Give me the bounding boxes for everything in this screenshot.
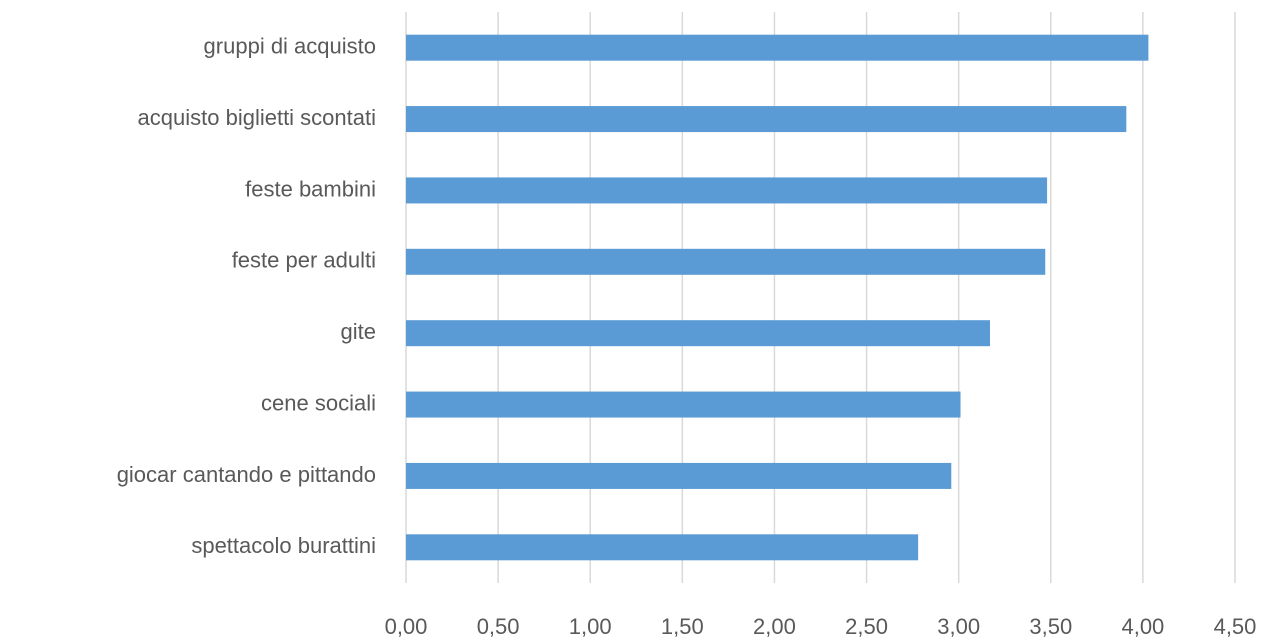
- bar: [406, 34, 1149, 61]
- y-tick-label: giocar cantando e pittando: [117, 462, 376, 487]
- y-tick-label: feste bambini: [245, 176, 376, 201]
- x-tick-label: 2,50: [845, 614, 888, 638]
- x-tick-label: 4,00: [1121, 614, 1164, 638]
- x-tick-label: 4,50: [1214, 614, 1257, 638]
- x-tick-label: 3,50: [1029, 614, 1072, 638]
- bar: [406, 248, 1046, 275]
- x-tick-label: 2,00: [753, 614, 796, 638]
- y-tick-label: gruppi di acquisto: [204, 34, 376, 59]
- x-tick-label: 1,50: [661, 614, 704, 638]
- x-tick-label: 0,50: [477, 614, 520, 638]
- y-tick-label: spettacolo burattini: [191, 533, 376, 558]
- bar: [406, 462, 952, 489]
- x-tick-label: 0,00: [385, 614, 428, 638]
- y-tick-label: cene sociali: [261, 390, 376, 415]
- y-tick-label: feste per adulti: [232, 248, 376, 273]
- bar: [406, 106, 1127, 133]
- x-tick-label: 3,00: [937, 614, 980, 638]
- y-tick-label: gite: [341, 319, 376, 344]
- bar: [406, 177, 1048, 204]
- bar: [406, 391, 961, 418]
- x-tick-label: 1,00: [569, 614, 612, 638]
- bar: [406, 320, 990, 347]
- bar: [406, 534, 919, 561]
- y-tick-label: acquisto biglietti scontati: [138, 105, 376, 130]
